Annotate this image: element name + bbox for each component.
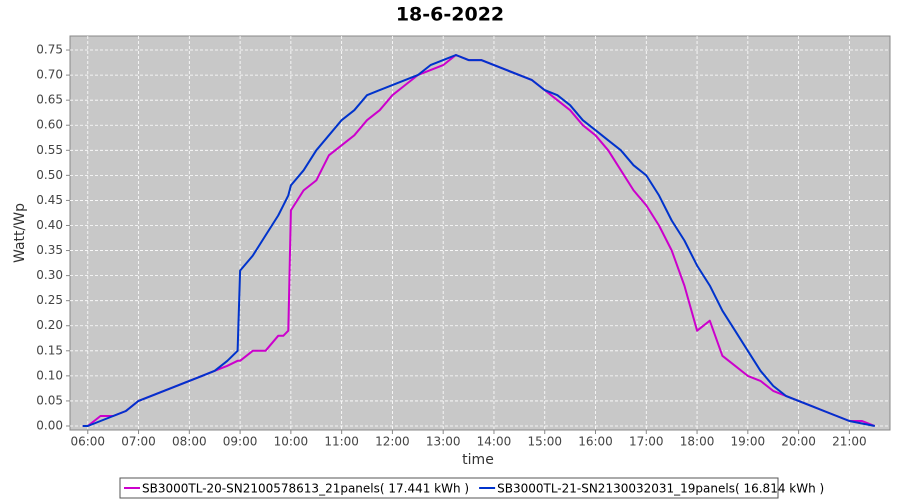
legend: [119, 477, 779, 499]
y-tick-label: 0.00: [36, 418, 63, 432]
y-tick-label: 0.40: [36, 218, 63, 232]
y-tick-label: 0.05: [36, 393, 63, 407]
x-tick-label: 11:00: [324, 435, 359, 449]
x-tick-label: 18:00: [680, 435, 715, 449]
plot-area: [69, 35, 891, 431]
y-tick-label: 0.35: [36, 243, 63, 257]
y-tick-label: 0.30: [36, 268, 63, 282]
y-tick-label: 0.15: [36, 343, 63, 357]
x-tick-label: 14:00: [477, 435, 512, 449]
x-tick-label: 13:00: [426, 435, 461, 449]
y-tick-label: 0.25: [36, 293, 63, 307]
x-tick-label: 07:00: [121, 435, 156, 449]
x-tick-label: 06:00: [70, 435, 105, 449]
x-tick-label: 09:00: [223, 435, 258, 449]
x-tick-label: 20:00: [781, 435, 816, 449]
y-tick-label: 0.70: [36, 68, 63, 82]
y-tick-label: 0.75: [36, 43, 63, 57]
x-axis-label: time: [462, 452, 494, 468]
y-tick-label: 0.50: [36, 168, 63, 182]
y-tick-label: 0.60: [36, 118, 63, 132]
y-tick-label: 0.45: [36, 193, 63, 207]
y-tick-label: 0.55: [36, 143, 63, 157]
series-line: [82, 54, 875, 427]
x-tick-label: 15:00: [527, 435, 562, 449]
y-tick-label: 0.10: [36, 368, 63, 382]
legend-label: SB3000TL-20-SN2100578613_21panels( 17.44…: [142, 482, 469, 496]
chart-title: 18-6-2022: [396, 4, 504, 26]
x-tick-label: 21:00: [832, 435, 867, 449]
x-tick-label: 17:00: [629, 435, 664, 449]
x-tick-label: 16:00: [578, 435, 613, 449]
y-tick-label: 0.65: [36, 93, 63, 107]
x-tick-label: 10:00: [274, 435, 309, 449]
x-tick-label: 12:00: [375, 435, 410, 449]
y-tick-label: 0.20: [36, 318, 63, 332]
x-tick-label: 19:00: [731, 435, 766, 449]
y-axis-label: Watt/Wp: [12, 203, 28, 263]
legend-label: SB3000TL-21-SN2130032031_19panels( 16.81…: [497, 482, 824, 496]
x-tick-label: 08:00: [172, 435, 207, 449]
